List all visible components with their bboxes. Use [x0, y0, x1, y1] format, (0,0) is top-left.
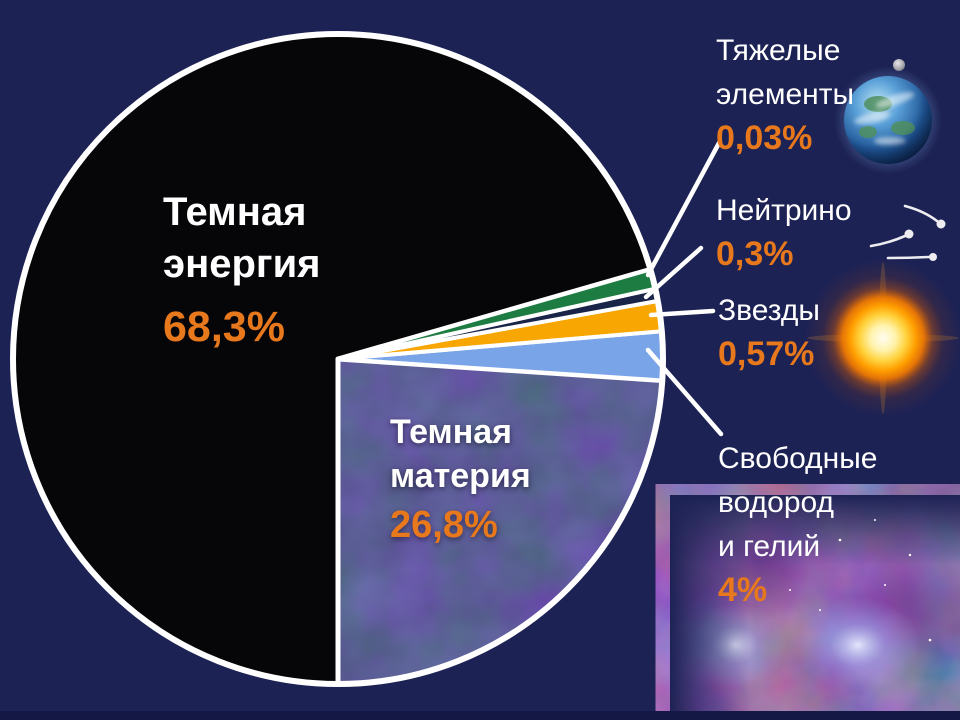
neutrino-particles-icon	[869, 204, 946, 261]
callout-hydrogen-helium: Свободные водород и гелий 4%	[718, 437, 877, 611]
bottom-strip	[0, 711, 960, 720]
callout-heavy-elements-pct: 0,03%	[716, 119, 813, 157]
label-dark-matter: Темная материя 26,8%	[390, 410, 531, 547]
nebula-stars	[789, 519, 932, 642]
callout-stars-line1: Звезды	[718, 294, 820, 327]
callout-neutrino-line1: Нейтрино	[716, 194, 852, 227]
callout-hydrogen-helium-line3: и гелий	[718, 530, 821, 563]
label-dark-matter-line1: Темная	[390, 413, 512, 451]
callout-hydrogen-helium-line2: водород	[718, 486, 835, 519]
callout-heavy-elements-line1: Тяжелые	[716, 34, 841, 67]
label-dark-energy-line2: энергия	[163, 242, 321, 286]
callout-hydrogen-helium-pct: 4%	[718, 571, 768, 609]
label-dark-matter-pct: 26,8%	[390, 504, 498, 546]
earth-image	[834, 59, 942, 174]
callout-stars: Звезды 0,57%	[718, 289, 820, 375]
callout-heavy-elements: Тяжелые элементы 0,03%	[716, 29, 854, 159]
leader-line-stars	[648, 308, 716, 318]
leader-line-neutrino	[643, 245, 704, 300]
callout-neutrino: Нейтрино 0,3%	[716, 189, 852, 275]
label-dark-energy-pct: 68,3%	[163, 303, 285, 351]
leader-line-heavy-elements	[645, 140, 722, 278]
sun-image	[805, 260, 960, 416]
callout-heavy-elements-line2: элементы	[716, 78, 855, 111]
callout-neutrino-pct: 0,3%	[716, 235, 794, 273]
moon-image	[893, 59, 905, 71]
label-dark-matter-line2: материя	[390, 457, 531, 495]
leader-line-hydrogen-helium	[645, 347, 724, 437]
label-dark-energy: Темная энергия 68,3%	[163, 186, 321, 352]
callout-hydrogen-helium-line1: Свободные	[718, 442, 878, 475]
label-dark-energy-line1: Темная	[163, 190, 307, 234]
pie-rim	[10, 31, 666, 687]
leader-lines	[643, 140, 724, 437]
nebula-image	[670, 495, 960, 711]
callout-stars-pct: 0,57%	[718, 335, 815, 373]
